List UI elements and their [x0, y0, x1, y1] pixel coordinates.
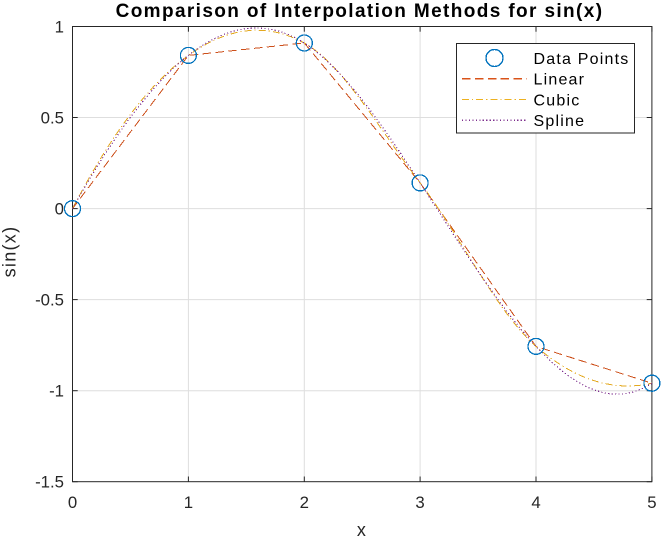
svg-text:x: x: [357, 520, 367, 539]
svg-text:-1.5: -1.5: [35, 473, 64, 492]
svg-text:Spline: Spline: [534, 113, 586, 130]
svg-text:2: 2: [300, 493, 309, 512]
svg-text:Data Points: Data Points: [534, 51, 630, 68]
svg-text:4: 4: [531, 493, 540, 512]
svg-text:3: 3: [415, 493, 424, 512]
svg-text:Cubic: Cubic: [534, 92, 581, 109]
svg-text:-1: -1: [49, 382, 64, 401]
svg-text:0: 0: [55, 199, 64, 218]
svg-text:1: 1: [55, 17, 64, 36]
svg-text:1: 1: [184, 493, 193, 512]
svg-text:5: 5: [647, 493, 656, 512]
svg-text:Comparison of Interpolation Me: Comparison of Interpolation Methods for …: [116, 1, 604, 22]
svg-text:0.5: 0.5: [41, 108, 64, 127]
svg-text:0: 0: [68, 493, 77, 512]
svg-text:sin(x): sin(x): [0, 226, 20, 278]
svg-text:Linear: Linear: [534, 72, 586, 89]
svg-text:-0.5: -0.5: [35, 290, 64, 309]
